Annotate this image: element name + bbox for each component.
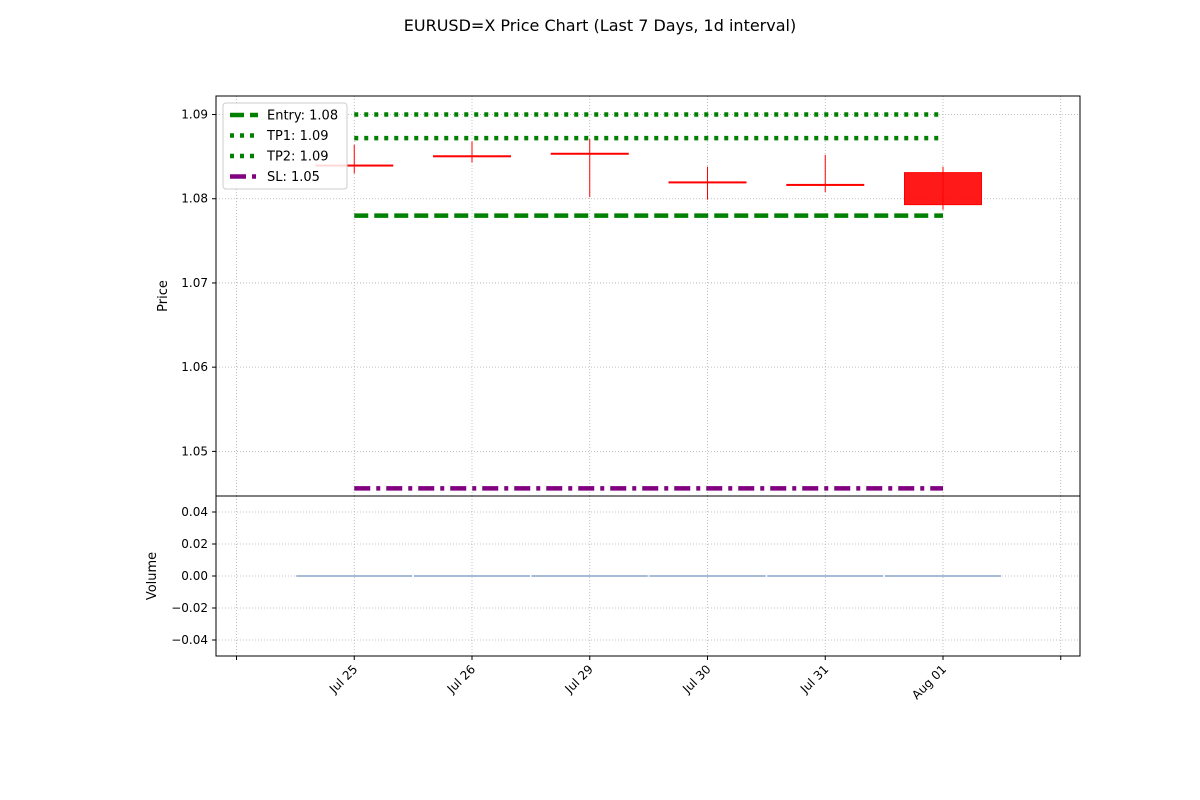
candle-body — [904, 172, 982, 206]
candle-body — [550, 152, 629, 155]
x-tick-label: Jul 30 — [679, 662, 713, 696]
volume-bar — [296, 575, 413, 577]
x-tick-label: Jul 29 — [562, 662, 596, 696]
price-tick-label: 1.08 — [181, 192, 208, 206]
volume-bar — [885, 575, 1001, 577]
price-tick-label: 1.06 — [181, 360, 208, 374]
price-axis-label: Price — [156, 280, 171, 312]
candle-body — [668, 181, 747, 184]
volume-tick-label: −0.02 — [171, 601, 208, 615]
volume-bars — [296, 575, 1001, 577]
legend-entry: SL: 1.05 — [267, 170, 320, 185]
x-tick-label: Aug 01 — [909, 662, 949, 702]
chart-title: EURUSD=X Price Chart (Last 7 Days, 1d in… — [404, 16, 796, 35]
legend-entry: Entry: 1.08 — [267, 109, 338, 124]
volume-bar — [649, 575, 766, 577]
price-tick-label: 1.05 — [181, 444, 208, 458]
legend: Entry: 1.08 TP1: 1.09 TP2: 1.09 SL: 1.05 — [222, 102, 348, 190]
volume-bar — [767, 575, 884, 577]
volume-bar — [414, 575, 530, 577]
volume-tick-label: −0.04 — [171, 633, 208, 647]
x-tick-label: Jul 26 — [444, 662, 478, 696]
candle-body — [786, 183, 865, 186]
volume-axis-ticks: −0.04 −0.02 0.00 0.02 0.04 — [171, 505, 216, 647]
volume-tick-label: 0.02 — [181, 537, 208, 551]
price-axis-ticks: 1.05 1.06 1.07 1.08 1.09 — [181, 108, 216, 458]
x-axis-ticks: Jul 25 Jul 26 Jul 29 Jul 30 Jul 31 Aug 01 — [236, 656, 1062, 702]
candle-body — [433, 155, 511, 158]
volume-bar — [531, 575, 648, 577]
price-tick-label: 1.07 — [181, 276, 208, 290]
candles — [315, 138, 982, 210]
legend-entry: TP1: 1.09 — [266, 129, 329, 144]
volume-tick-label: 0.04 — [181, 505, 208, 519]
volume-grid — [216, 511, 1080, 641]
price-tick-label: 1.09 — [181, 108, 208, 122]
legend-entry: TP2: 1.09 — [266, 150, 329, 165]
volume-tick-label: 0.00 — [181, 569, 208, 583]
level-lines — [354, 112, 943, 491]
volume-axis-label: Volume — [145, 552, 160, 600]
legend-box — [222, 102, 348, 190]
x-tick-label: Jul 25 — [326, 662, 360, 696]
x-tick-label: Jul 31 — [797, 662, 831, 696]
